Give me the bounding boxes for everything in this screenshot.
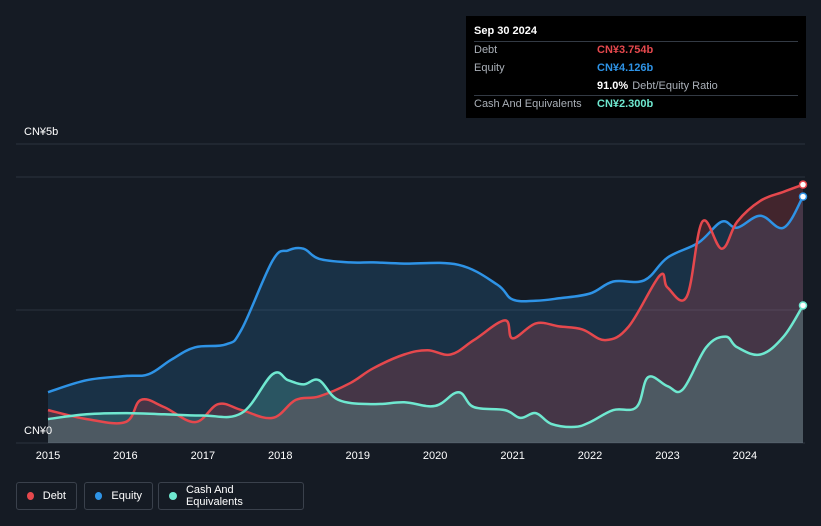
x-tick-label: 2018	[268, 450, 293, 462]
series-line-cash-and-equivalents	[47, 304, 805, 429]
x-tick-label: 2021	[500, 450, 525, 462]
tooltip-equity-value: CN¥4.126b	[597, 62, 654, 74]
tooltip-row-ratio: 91.0% Debt/Equity Ratio	[474, 77, 798, 95]
legend-debt-swatch	[27, 492, 34, 500]
tooltip-debt-label: Debt	[474, 44, 498, 56]
series-area-debt	[48, 184, 803, 443]
legend-equity-swatch	[95, 492, 103, 500]
x-tick-label: 2019	[345, 450, 370, 462]
x-tick-label: 2024	[732, 450, 758, 462]
x-tick-label: 2016	[113, 450, 138, 462]
tooltip-equity-label: Equity	[474, 62, 505, 74]
series-endpoint-debt	[798, 180, 808, 189]
legend-cash-swatch	[169, 492, 177, 500]
tooltip-row-equity: Equity CN¥4.126b	[474, 59, 798, 77]
series-layer	[47, 180, 808, 443]
x-tick-label: 2017	[190, 450, 216, 462]
tooltip-ratio-sublabel: Debt/Equity Ratio	[632, 80, 718, 92]
tooltip-ratio-label	[474, 78, 597, 95]
tooltip-ratio-value: 91.0%	[597, 80, 629, 92]
x-tick-label: 2020	[422, 450, 448, 462]
series-endpoint-equity	[798, 192, 808, 201]
tooltip-cash-label: Cash And Equivalents	[474, 98, 582, 110]
tooltip-debt-value: CN¥3.754b	[597, 44, 654, 56]
legend-cash-label: Cash And Equivalents	[185, 484, 243, 508]
tooltip-date: Sep 30 2024	[474, 25, 537, 37]
series-endpoint-cash-and-equivalents	[798, 301, 808, 310]
legend-cash[interactable]: Cash And Equivalents	[158, 482, 304, 510]
legend-equity[interactable]: Equity	[84, 482, 153, 510]
series-area-equity	[48, 196, 803, 443]
y-axis-bottom-label: CN¥0	[24, 425, 53, 437]
tooltip-row-debt: Debt CN¥3.754b	[474, 41, 798, 59]
legend-equity-label: Equity	[111, 490, 142, 502]
data-tooltip: Sep 30 2024 Debt CN¥3.754b Equity CN¥4.1…	[466, 16, 806, 118]
legend-debt-label: Debt	[42, 490, 66, 502]
series-line-equity	[47, 195, 805, 394]
series-line-debt	[47, 183, 804, 425]
series-area-cash-and-equivalents	[48, 305, 803, 443]
legend-debt[interactable]: Debt	[16, 482, 77, 510]
tooltip-cash-value: CN¥2.300b	[597, 98, 654, 110]
x-tick-label: 2015	[35, 450, 61, 462]
y-axis-top-label: CN¥5b	[24, 126, 59, 138]
tooltip-row-cash: Cash And Equivalents CN¥2.300b	[474, 95, 798, 113]
x-tick-label: 2023	[655, 450, 680, 462]
x-tick-label: 2022	[577, 450, 603, 462]
